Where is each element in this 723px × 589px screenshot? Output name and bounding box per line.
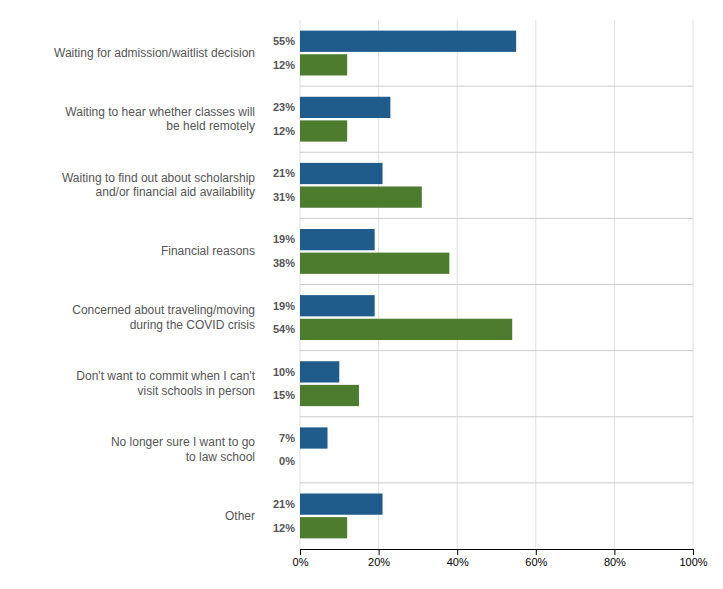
y-tick: Other: [225, 509, 300, 523]
bars: [300, 31, 516, 539]
y-tick-label-line: during the COVID crisis: [130, 318, 255, 332]
y-tick-label-line: Waiting to find out about scholarship: [62, 171, 255, 185]
x-tick: 0%: [293, 549, 309, 568]
plot: 55% 23% 21% 19% 19% 10% 7% 21% 12% 12% 31% 38% 54% 15…: [54, 20, 708, 568]
separator: [300, 152, 693, 153]
bar: [300, 517, 347, 538]
data-label: 54%: [273, 323, 295, 335]
y-tick-label: No longer sure I want to goto law school: [111, 435, 255, 463]
y-tick: Waiting to find out about scholarshipand…: [62, 171, 300, 199]
data-label: 10%: [273, 366, 295, 378]
data-label: 12%: [273, 522, 295, 534]
data-label: 15%: [273, 389, 295, 401]
y-tick: Financial reasons: [161, 244, 300, 258]
y-tick-label-line: Waiting for admission/waitlist decision: [54, 46, 255, 60]
y-tick-label-line: Concerned about traveling/moving: [72, 303, 255, 317]
bar: [300, 186, 422, 207]
separators: [300, 86, 693, 483]
x-tick: 100%: [679, 549, 707, 568]
separator: [300, 416, 693, 417]
x-tick-label: 20%: [368, 556, 390, 568]
data-label: 55%: [273, 35, 295, 47]
y-tick-label-line: to law school: [186, 450, 255, 464]
y-tick: Concerned about traveling/movingduring t…: [72, 303, 300, 331]
separator: [300, 350, 693, 351]
bar: [300, 451, 301, 472]
x-tick-mark: [614, 549, 615, 555]
bar: [300, 295, 375, 316]
data-label: 21%: [273, 498, 295, 510]
separator: [300, 218, 693, 219]
x-tick-mark: [300, 549, 301, 555]
bar: [300, 97, 390, 118]
data-label: 7%: [279, 432, 295, 444]
separator: [300, 284, 693, 285]
data-label: 31%: [273, 191, 295, 203]
y-tick-label: Don't want to commit when I can'tvisit s…: [76, 369, 255, 397]
y-tick-label: Waiting to find out about scholarshipand…: [62, 171, 255, 199]
x-axis: 0% 20% 40% 60% 80% 100%: [293, 549, 708, 568]
data-labels: 55% 23% 21% 19% 19% 10% 7% 21% 12% 12% 31% 38% 54% 15…: [273, 35, 295, 533]
bar: [300, 54, 347, 75]
bar: [300, 253, 449, 274]
bar: [300, 494, 383, 515]
x-tick-label: 80%: [604, 556, 626, 568]
y-tick-label-line: and/or financial aid availability: [96, 185, 255, 199]
y-tick: No longer sure I want to goto law school: [111, 435, 300, 463]
data-label: 0%: [279, 455, 295, 467]
y-axis: Waiting for admission/waitlist decision W…: [54, 46, 300, 523]
y-tick-label: Waiting for admission/waitlist decision: [54, 46, 255, 60]
y-tick-label-line: Other: [225, 509, 255, 523]
x-tick-mark: [536, 549, 537, 555]
data-label: 19%: [273, 300, 295, 312]
y-tick-label-line: visit schools in person: [138, 384, 255, 398]
y-tick-label: Financial reasons: [161, 244, 255, 258]
bar: [300, 163, 383, 184]
data-label: 21%: [273, 167, 295, 179]
data-label: 23%: [273, 101, 295, 113]
bar: [300, 120, 347, 141]
chart: 55% 23% 21% 19% 19% 10% 7% 21% 12% 12% 31% 38% 54% 15…: [0, 0, 723, 589]
x-tick-label: 40%: [447, 556, 469, 568]
separator: [300, 86, 693, 87]
y-tick-label-line: Financial reasons: [161, 244, 255, 258]
x-tick-label: 100%: [679, 556, 707, 568]
data-label: 19%: [273, 233, 295, 245]
bar: [300, 229, 375, 250]
x-tick: 60%: [525, 549, 547, 568]
data-label: 38%: [273, 257, 295, 269]
bar: [300, 427, 328, 448]
bar: [300, 385, 359, 406]
y-tick-label-line: No longer sure I want to go: [111, 435, 255, 449]
y-tick: Waiting to hear whether classes willbe h…: [65, 105, 300, 133]
y-tick-label-line: be held remotely: [166, 119, 255, 133]
y-tick-label-line: Waiting to hear whether classes will: [65, 105, 255, 119]
bar: [300, 361, 339, 382]
x-tick: 40%: [447, 549, 469, 568]
x-tick-label: 60%: [525, 556, 547, 568]
data-label: 12%: [273, 125, 295, 137]
y-tick-label: Concerned about traveling/movingduring t…: [72, 303, 255, 331]
y-tick-label: Waiting to hear whether classes willbe h…: [65, 105, 255, 133]
bar: [300, 319, 512, 340]
x-tick-mark: [457, 549, 458, 555]
x-tick: 80%: [604, 549, 626, 568]
x-axis-line: [301, 550, 694, 556]
bar: [300, 31, 516, 52]
data-label: 12%: [273, 59, 295, 71]
x-tick-mark: [379, 549, 380, 555]
y-tick: Don't want to commit when I can'tvisit s…: [76, 369, 300, 397]
y-tick: Waiting for admission/waitlist decision: [54, 46, 300, 60]
y-tick-label-line: Don't want to commit when I can't: [76, 369, 255, 383]
y-tick-label: Other: [225, 509, 255, 523]
x-tick-mark: [693, 549, 694, 555]
grid: [300, 20, 693, 549]
x-tick: 20%: [368, 549, 390, 568]
x-tick-label: 0%: [293, 556, 309, 568]
separator: [300, 482, 693, 483]
